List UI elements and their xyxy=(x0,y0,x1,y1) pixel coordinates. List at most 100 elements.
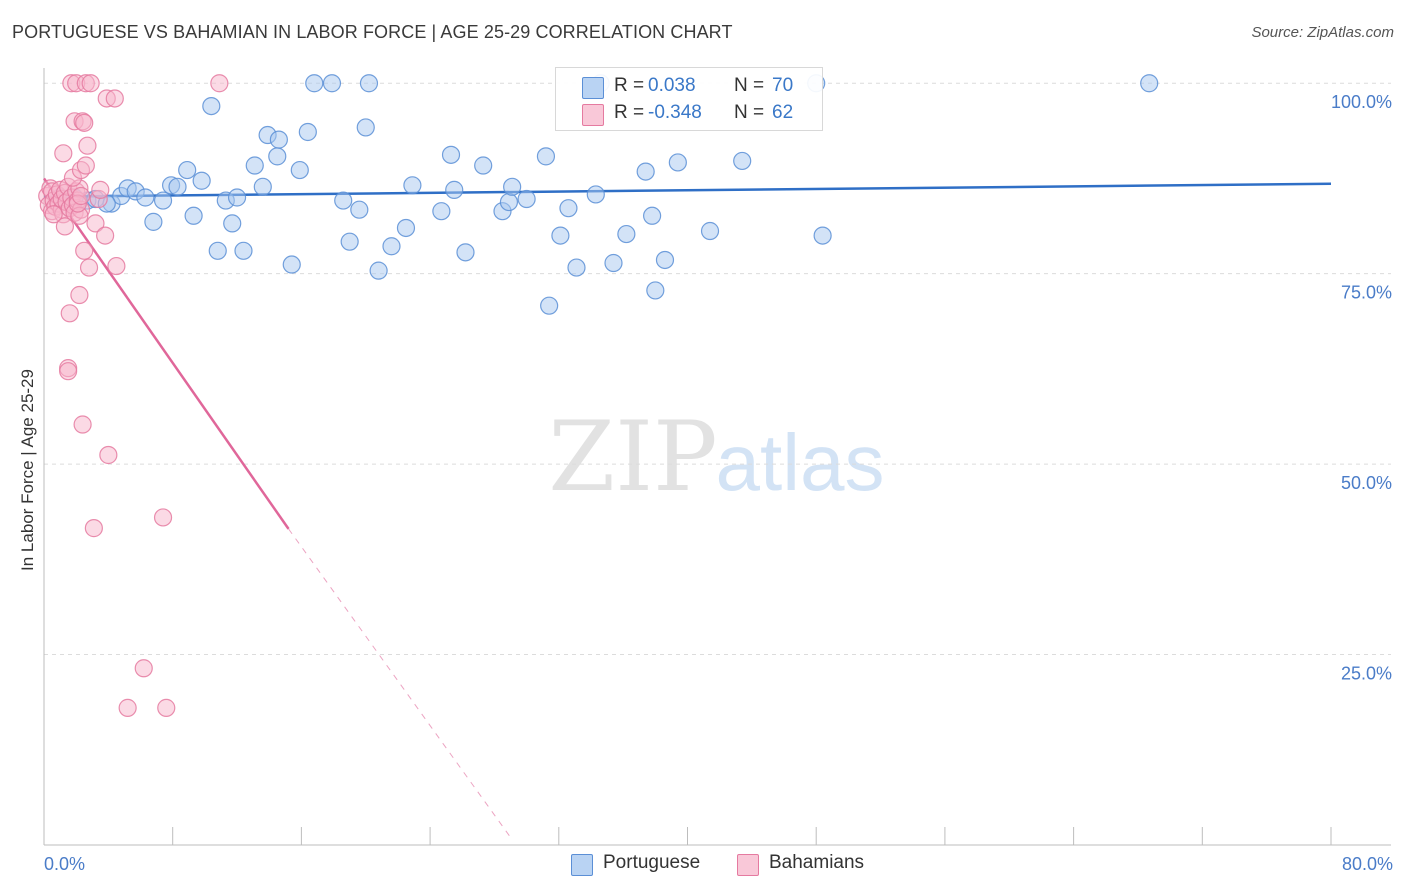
r-value: -0.348 xyxy=(648,102,702,123)
portuguese-point xyxy=(551,226,570,245)
bahamians-point xyxy=(79,258,99,277)
portuguese-point xyxy=(503,177,522,196)
bahamians-trend-extension xyxy=(288,528,511,838)
portuguese-point xyxy=(517,189,536,209)
y-tick-label: 25.0% xyxy=(1341,664,1392,684)
portuguese-point xyxy=(298,122,317,142)
portuguese-legend-label: Portuguese xyxy=(603,852,701,873)
bahamians-legend-swatch xyxy=(737,854,759,876)
bahamians-point xyxy=(107,256,126,276)
portuguese-point xyxy=(499,192,519,212)
portuguese-point xyxy=(340,232,359,251)
portuguese-point xyxy=(227,188,247,207)
portuguese-point xyxy=(208,241,227,260)
portuguese-point xyxy=(290,160,309,180)
r-label: R = xyxy=(614,102,645,123)
portuguese-point xyxy=(646,281,665,300)
bahamians-point xyxy=(78,136,97,155)
bahamians-point xyxy=(75,241,94,260)
portuguese-point xyxy=(369,261,388,280)
portuguese-point xyxy=(168,177,187,196)
portuguese-point xyxy=(253,177,272,196)
portuguese-point xyxy=(202,96,221,116)
portuguese-point xyxy=(536,147,556,166)
portuguese-point xyxy=(234,241,253,260)
portuguese-point xyxy=(178,160,197,180)
bahamians-point xyxy=(71,186,91,206)
bahamians-point xyxy=(70,285,89,305)
portuguese-point xyxy=(356,118,375,137)
portuguese-point xyxy=(282,255,301,274)
portuguese-point xyxy=(350,200,369,219)
bahamians-point xyxy=(44,205,63,224)
bahamians-point xyxy=(75,113,94,132)
grid-lines xyxy=(44,82,1391,656)
portuguese-point xyxy=(636,162,655,181)
data-points xyxy=(38,74,1159,717)
bahamians-point xyxy=(118,698,137,717)
bahamians-point xyxy=(59,362,78,381)
n-value: 70 xyxy=(772,75,794,96)
portuguese-point xyxy=(192,171,211,190)
bahamians-point xyxy=(105,89,124,108)
portuguese-point xyxy=(700,221,720,241)
portuguese-point xyxy=(144,212,163,231)
portuguese-legend-swatch xyxy=(571,854,593,876)
portuguese-point xyxy=(655,250,675,270)
portuguese-point xyxy=(456,243,475,262)
bahamians-point xyxy=(96,226,115,245)
n-label: N = xyxy=(734,75,765,96)
portuguese-point xyxy=(643,206,662,225)
bahamians-point xyxy=(81,74,100,93)
bahamians-point xyxy=(153,508,173,527)
portuguese-point xyxy=(441,145,461,164)
portuguese-point xyxy=(432,202,451,221)
portuguese-point xyxy=(1140,74,1159,93)
r-value: 0.038 xyxy=(648,75,696,96)
portuguese-swatch xyxy=(582,77,604,99)
bahamians-point xyxy=(60,304,79,323)
bahamians-legend-label: Bahamians xyxy=(769,852,865,873)
portuguese-point xyxy=(540,296,559,315)
portuguese-point xyxy=(474,156,493,175)
bahamians-point xyxy=(157,698,176,717)
bahamians-point xyxy=(55,217,75,236)
portuguese-point xyxy=(334,191,353,210)
bahamians-point xyxy=(76,156,95,175)
axes xyxy=(43,68,1391,846)
portuguese-point xyxy=(184,206,203,225)
r-label: R = xyxy=(614,75,645,96)
n-label: N = xyxy=(734,102,765,123)
n-value: 62 xyxy=(772,102,794,123)
portuguese-point xyxy=(396,218,416,238)
y-tick-labels: 25.0% 50.0% 75.0% 100.0% xyxy=(1331,92,1392,683)
bahamians-point xyxy=(99,445,118,465)
bahamians-trend-line xyxy=(42,177,290,530)
y-tick-label: 75.0% xyxy=(1341,283,1392,303)
x-tick-label: 80.0% xyxy=(1342,854,1393,874)
portuguese-point xyxy=(586,185,605,204)
portuguese-point xyxy=(223,214,242,233)
portuguese-point xyxy=(604,253,623,273)
bahamians-point xyxy=(210,74,229,93)
portuguese-point xyxy=(359,74,379,93)
bahamians-point xyxy=(84,519,103,538)
portuguese-point xyxy=(382,237,401,256)
portuguese-point xyxy=(322,74,342,93)
portuguese-point xyxy=(153,191,173,210)
bahamians-point xyxy=(54,144,73,163)
portuguese-point xyxy=(268,147,287,166)
bahamians-point xyxy=(73,415,92,434)
portuguese-point xyxy=(617,224,636,244)
watermark-atlas: atlas xyxy=(716,418,885,507)
bahamians-point xyxy=(86,214,105,233)
watermark: ZIP atlas xyxy=(548,401,884,513)
portuguese-point xyxy=(403,176,422,195)
x-tick-label: 0.0% xyxy=(44,854,85,874)
bahamians-point xyxy=(91,180,110,199)
portuguese-point xyxy=(559,199,578,218)
stats-legend: R = 0.038 N = 70 R = -0.348 N = 62 xyxy=(555,67,823,131)
portuguese-point xyxy=(813,226,832,245)
watermark-zip: ZIP xyxy=(548,401,717,513)
